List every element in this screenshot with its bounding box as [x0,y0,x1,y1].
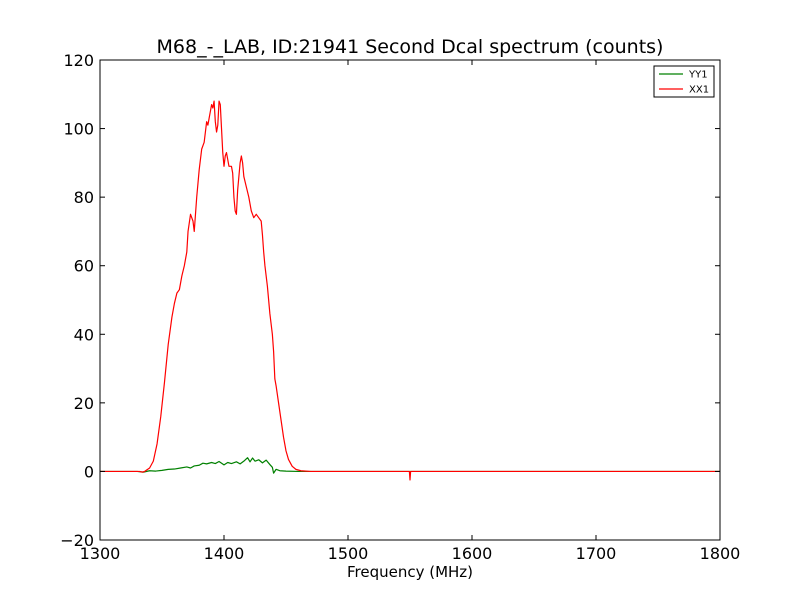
legend-label-xx1: XX1 [689,85,709,96]
x-tick-label: 1400 [204,544,245,563]
y-tick-label: 0 [84,462,94,481]
y-tick-label: 80 [74,188,94,207]
x-tick-label: 1500 [328,544,369,563]
y-tick-label: 120 [63,51,94,70]
x-tick-label: 1800 [700,544,741,563]
y-tick-label: 40 [74,325,94,344]
x-tick-label: 1300 [80,544,121,563]
tick-layer: 1300 1400 1500 1600 1700 1800 −20 0 20 40 60 80 100 1… [60,51,740,563]
x-axis-label: Frequency (MHz) [347,563,473,581]
y-tick-label: 100 [63,120,94,139]
plot-frame [99,59,721,541]
y-tick-label: 20 [74,394,94,413]
series-line-yy1 [100,457,720,474]
y-tick-label: 60 [74,257,94,276]
series-line-xx1 [100,100,720,481]
x-tick-label: 1600 [452,544,493,563]
x-tick-label: 1700 [576,544,617,563]
series-layer [100,100,720,481]
legend-label-yy1: YY1 [688,70,708,81]
chart-title: M68_-_LAB, ID:21941 Second Dcal spectrum… [157,36,664,58]
legend-box [653,65,715,98]
y-tick-label: −20 [60,531,94,550]
legend: YY1 XX1 [653,65,715,98]
plot-area [100,60,720,540]
